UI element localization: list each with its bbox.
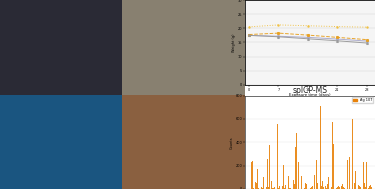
X-axis label: Exposure time (days): Exposure time (days): [289, 93, 331, 97]
Title: spICP-MS: spICP-MS: [292, 86, 327, 95]
Legend: 0 mg/L, 0.1 mg/L, 1 mg/L, Temperature (°C): 0 mg/L, 0.1 mg/L, 1 mg/L, Temperature (°…: [269, 132, 351, 136]
Legend: Ag 107: Ag 107: [352, 97, 373, 103]
Text: 500 nm Ag NPs bioaccumulation assay: 500 nm Ag NPs bioaccumulation assay: [272, 117, 348, 121]
Y-axis label: Weight (g): Weight (g): [232, 33, 236, 52]
Y-axis label: Counts: Counts: [230, 136, 234, 149]
